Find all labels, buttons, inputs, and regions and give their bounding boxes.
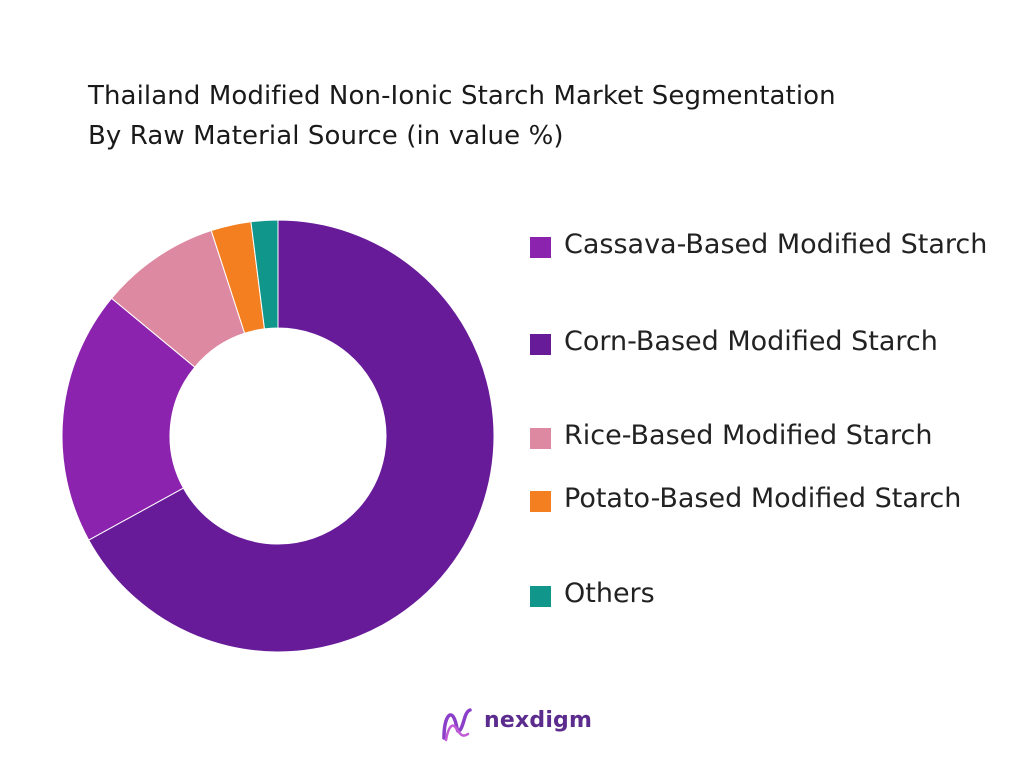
legend-label-potato: Potato-Based Modified Starch — [564, 483, 962, 514]
legend-label-rice: Rice-Based Modified Starch — [564, 420, 933, 451]
donut-slice-others — [250, 219, 279, 330]
legend-swatch-others — [530, 586, 551, 607]
brand-name: nexdigm — [484, 708, 593, 733]
donut-slice-corn — [88, 219, 495, 653]
chart-title-line-2: By Raw Material Source (in value %) — [88, 121, 564, 151]
legend-label-cassava: Cassava-Based Modified Starch — [564, 229, 988, 260]
donut-slice-cassava — [61, 297, 196, 541]
legend-swatch-potato — [530, 491, 551, 512]
legend-swatch-rice — [530, 428, 551, 449]
legend-label-others: Others — [564, 578, 655, 609]
nexdigm-logo-icon — [442, 708, 472, 742]
legend-swatch-corn — [530, 334, 551, 355]
legend-label-corn: Corn-Based Modified Starch — [564, 326, 938, 357]
chart-title: Thailand Modified Non-Ionic Starch Marke… — [88, 76, 968, 156]
legend-swatch-cassava — [530, 237, 551, 258]
chart-title-line-1: Thailand Modified Non-Ionic Starch Marke… — [88, 81, 836, 111]
